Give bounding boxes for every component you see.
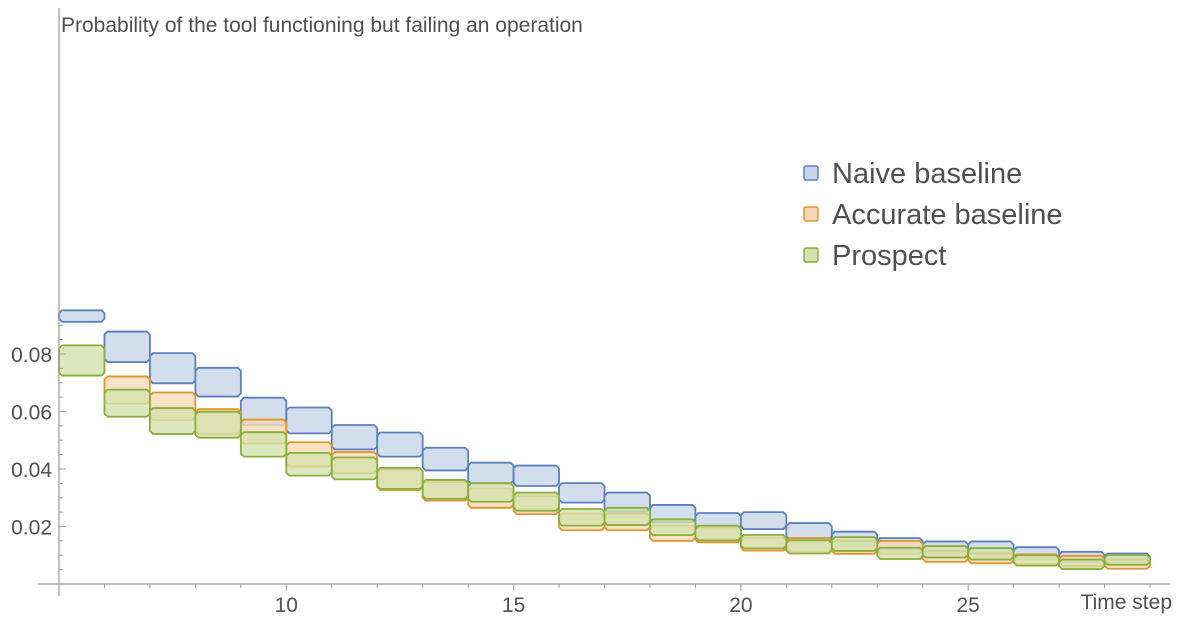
band-prospect-step-18 <box>649 518 697 537</box>
band-prospect-step-24 <box>921 545 970 559</box>
y-tick-label: 0.08 <box>11 344 52 367</box>
chart-title: Probability of the tool functioning but … <box>61 14 583 37</box>
x-tick-label: 25 <box>956 594 979 617</box>
x-tick-label: 20 <box>729 594 752 617</box>
band-prospect-step-23 <box>876 546 924 560</box>
band-naive-baseline-step-7 <box>149 352 197 385</box>
band-naive-baseline-step-10 <box>285 406 333 435</box>
legend-label: Prospect <box>832 240 946 272</box>
legend-swatch <box>803 206 819 222</box>
legend-swatch <box>803 165 819 181</box>
band-prospect-step-19 <box>694 524 742 542</box>
band-prospect-step-5 <box>58 344 106 377</box>
y-tick-label: 0.06 <box>11 402 52 425</box>
band-prospect-step-27 <box>1058 558 1106 570</box>
legend-label: Accurate baseline <box>832 199 1063 231</box>
band-prospect-step-28 <box>1103 554 1151 566</box>
band-prospect-step-10 <box>285 452 333 477</box>
band-prospect-step-26 <box>1012 554 1060 567</box>
band-prospect-step-15 <box>512 491 560 512</box>
legend-label: Naive baseline <box>832 158 1022 190</box>
band-naive-baseline-step-13 <box>421 446 470 472</box>
band-naive-baseline-step-11 <box>330 424 379 451</box>
band-naive-baseline-step-8 <box>194 366 242 398</box>
band-naive-baseline-step-15 <box>512 464 560 487</box>
band-naive-baseline-step-21 <box>785 522 833 541</box>
band-prospect-step-25 <box>967 547 1015 561</box>
legend-item-naive-baseline: Naive baseline <box>803 158 1022 190</box>
series-prospect <box>58 344 1151 570</box>
chart-axes: 10 15 20 25 0.02 0.04 0.06 0.08 <box>11 8 1170 617</box>
band-prospect-step-14 <box>467 482 515 503</box>
y-tick-label: 0.04 <box>11 459 52 482</box>
legend-swatch <box>803 247 819 263</box>
band-prospect-step-6 <box>103 388 151 418</box>
band-prospect-step-9 <box>239 431 288 458</box>
x-tick-label: 10 <box>275 594 298 617</box>
band-naive-baseline-step-14 <box>467 461 515 485</box>
y-tick-label: 0.02 <box>11 517 52 540</box>
band-naive-baseline-step-6 <box>103 330 151 363</box>
band-prospect-step-7 <box>149 407 197 435</box>
chart-legend: Naive baseline Accurate baseline Prospect <box>803 158 1063 272</box>
legend-item-accurate-baseline: Accurate baseline <box>803 199 1063 231</box>
chart-bands <box>58 309 1151 570</box>
x-axis-label: Time step <box>1081 591 1172 614</box>
band-prospect-step-11 <box>330 456 379 481</box>
band-naive-baseline-step-16 <box>558 482 606 504</box>
band-naive-baseline-step-12 <box>376 431 424 458</box>
band-prospect-step-17 <box>603 506 651 526</box>
band-naive-baseline-step-5 <box>58 309 106 323</box>
band-prospect-step-21 <box>785 539 833 555</box>
band-naive-baseline-step-20 <box>739 511 788 530</box>
band-prospect-step-12 <box>376 466 424 490</box>
x-tick-label: 15 <box>502 594 525 617</box>
legend-item-prospect: Prospect <box>803 240 946 272</box>
band-prospect-step-20 <box>739 533 788 550</box>
band-prospect-step-13 <box>421 479 470 500</box>
band-prospect-step-16 <box>558 508 606 527</box>
band-prospect-step-8 <box>194 410 242 439</box>
band-prospect-step-22 <box>830 536 879 552</box>
